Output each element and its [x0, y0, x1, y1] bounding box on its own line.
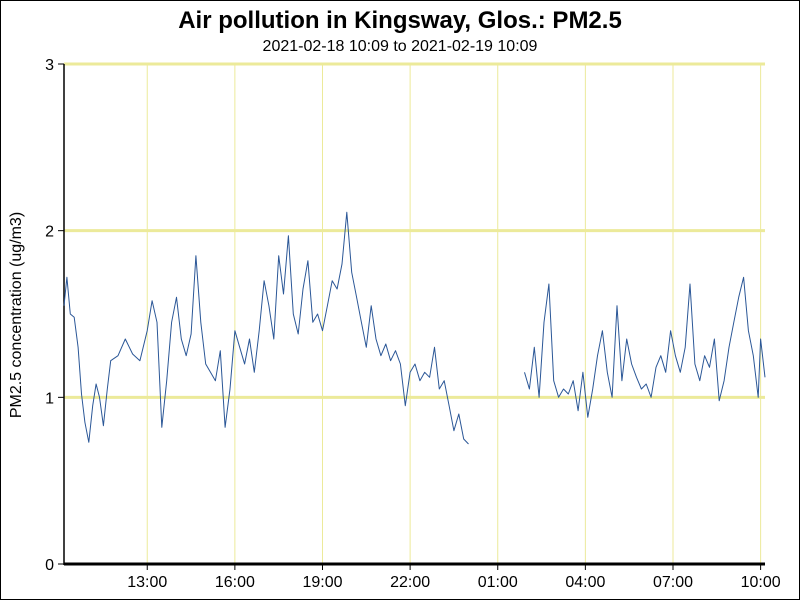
chart-title: Air pollution in Kingsway, Glos.: PM2.5 [178, 7, 622, 34]
series-line [63, 211, 469, 445]
y-axis-label: PM2.5 concentration (ug/m3) [8, 212, 25, 418]
y-tick-label: 0 [45, 557, 54, 574]
series-line [524, 276, 766, 418]
y-tick-label: 1 [45, 390, 54, 407]
x-tick-label: 10:00 [741, 574, 781, 591]
x-tick-label: 01:00 [478, 574, 518, 591]
y-tick-label: 3 [45, 57, 54, 74]
x-tick-label: 22:00 [390, 574, 430, 591]
gridlines [64, 62, 765, 564]
y-tick-label: 2 [45, 224, 54, 241]
x-tick-label: 04:00 [565, 574, 605, 591]
x-tick-label: 13:00 [127, 574, 167, 591]
chart-subtitle: 2021-02-18 10:09 to 2021-02-19 10:09 [263, 38, 538, 55]
x-tick-label: 16:00 [215, 574, 255, 591]
axes [58, 63, 765, 570]
x-tick-label: 07:00 [653, 574, 693, 591]
tick-labels: 13:00 16:00 19:00 22:00 01:00 04:00 07:00 10:00… [45, 57, 781, 591]
x-tick-label: 19:00 [302, 574, 342, 591]
data-series [63, 211, 766, 445]
